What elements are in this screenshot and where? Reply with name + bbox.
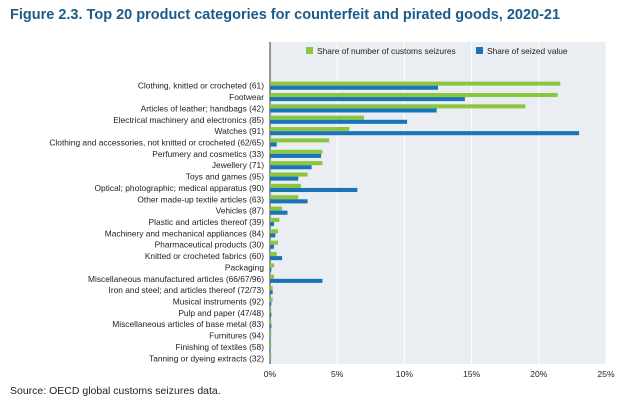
- bar-seizures: [270, 297, 273, 302]
- bar-value: [270, 256, 283, 261]
- bar-value: [270, 199, 308, 204]
- bar-value: [270, 108, 437, 113]
- category-label: Knitted or crocheted fabrics (60): [145, 251, 264, 261]
- source-note: Source: OECD global customs seizures dat…: [10, 385, 221, 397]
- bar-seizures: [270, 183, 301, 188]
- bar-seizures: [270, 320, 272, 325]
- bar-value: [270, 97, 465, 102]
- bar-seizures: [270, 161, 323, 166]
- bar-value: [270, 142, 277, 147]
- category-label: Perfumery and cosmetics (33): [152, 149, 264, 159]
- bar-value: [270, 346, 271, 352]
- x-tick-label: 10%: [396, 369, 414, 379]
- bar-seizures: [270, 149, 323, 154]
- bar-seizures: [270, 331, 272, 336]
- bar-seizures: [270, 92, 558, 98]
- bar-value: [270, 244, 275, 249]
- bars: [270, 81, 580, 363]
- bar-value: [270, 335, 271, 340]
- category-label: Packaging: [225, 262, 264, 272]
- category-label: Musical instruments (92): [173, 297, 264, 307]
- category-label: Electrical machinery and electronics (85…: [113, 115, 264, 125]
- bar-value: [270, 119, 408, 124]
- x-tick-label: 0%: [264, 369, 277, 379]
- category-label: Miscellaneous manufactured articles (66/…: [88, 274, 264, 284]
- category-label: Watches (91): [215, 126, 265, 136]
- x-tick-label: 20%: [530, 369, 548, 379]
- category-label: Vehicles (87): [216, 206, 265, 216]
- legend-swatch: [476, 47, 483, 54]
- bar-seizures: [270, 172, 308, 177]
- legend: Share of number of customs seizures Share…: [306, 46, 568, 56]
- bar-seizures: [270, 274, 275, 279]
- category-label: Other made-up textile articles (63): [137, 194, 264, 204]
- category-label: Plastic and articles thereof (39): [149, 217, 265, 227]
- bar-seizures: [270, 127, 350, 132]
- bar-value: [270, 222, 275, 227]
- bar-value: [270, 233, 276, 238]
- bar-value: [270, 85, 438, 90]
- x-tick-label: 25%: [597, 369, 615, 379]
- plot-area: [270, 42, 606, 364]
- bar-value: [270, 312, 272, 317]
- bar-seizures: [270, 81, 561, 86]
- category-label: Clothing and accessories, not knitted or…: [49, 137, 264, 147]
- bar-seizures: [270, 115, 365, 120]
- bar-value: [270, 290, 273, 295]
- category-label: Jewellery (71): [212, 160, 264, 170]
- bar-seizures: [270, 229, 279, 234]
- bar-seizures: [270, 263, 275, 268]
- bar-seizures: [270, 217, 280, 222]
- category-labels: Clothing, knitted or crocheted (61)Footw…: [49, 81, 264, 364]
- bar-seizures: [270, 342, 272, 347]
- category-label: Finishing of textiles (58): [176, 342, 265, 352]
- bar-seizures: [270, 206, 283, 211]
- bar-seizures: [270, 195, 299, 200]
- bar-value: [270, 267, 272, 272]
- legend-label: Share of number of customs seizures: [317, 46, 456, 56]
- legend-label: Share of seized value: [487, 46, 568, 56]
- bar-seizures: [270, 104, 526, 109]
- category-label: Furnitures (94): [209, 331, 264, 341]
- bar-value: [270, 324, 272, 329]
- x-tick-labels: 0% 5% 10% 15% 20% 25%: [264, 369, 615, 379]
- bar-value: [270, 358, 271, 363]
- bar-seizures: [270, 286, 273, 291]
- bar-value: [270, 301, 272, 306]
- x-tick-label: 15%: [463, 369, 481, 379]
- x-tick-label: 5%: [331, 369, 344, 379]
- category-label: Iron and steel; and articles thereof (72…: [109, 285, 265, 295]
- bar-seizures: [270, 251, 277, 257]
- bar-seizures: [270, 354, 272, 359]
- chart-title: Figure 2.3. Top 20 product categories fo…: [10, 7, 561, 23]
- category-label: Clothing, knitted or crocheted (61): [138, 81, 264, 91]
- bar-value: [270, 131, 580, 136]
- legend-swatch: [306, 47, 313, 54]
- category-label: Optical; photographic; medical apparatus…: [95, 183, 265, 193]
- bar-value: [270, 176, 299, 181]
- bar-value: [270, 210, 288, 215]
- category-label: Pulp and paper (47/48): [178, 308, 264, 318]
- bar-value: [270, 187, 358, 193]
- bar-seizures: [270, 138, 330, 143]
- category-label: Tanning or dyeing extracts (32): [149, 353, 264, 363]
- bar-value: [270, 165, 312, 170]
- category-label: Articles of leather; handbags (42): [141, 103, 265, 113]
- category-label: Footwear: [229, 92, 264, 102]
- bar-value: [270, 153, 322, 158]
- category-label: Toys and games (95): [186, 172, 264, 182]
- category-label: Pharmaceutical products (30): [155, 240, 265, 250]
- bar-seizures: [270, 308, 272, 313]
- bar-value: [270, 278, 323, 283]
- category-label: Miscellaneous articles of base metal (83…: [112, 319, 264, 329]
- bar-seizures: [270, 240, 279, 245]
- category-label: Machinery and mechanical appliances (84): [105, 228, 264, 238]
